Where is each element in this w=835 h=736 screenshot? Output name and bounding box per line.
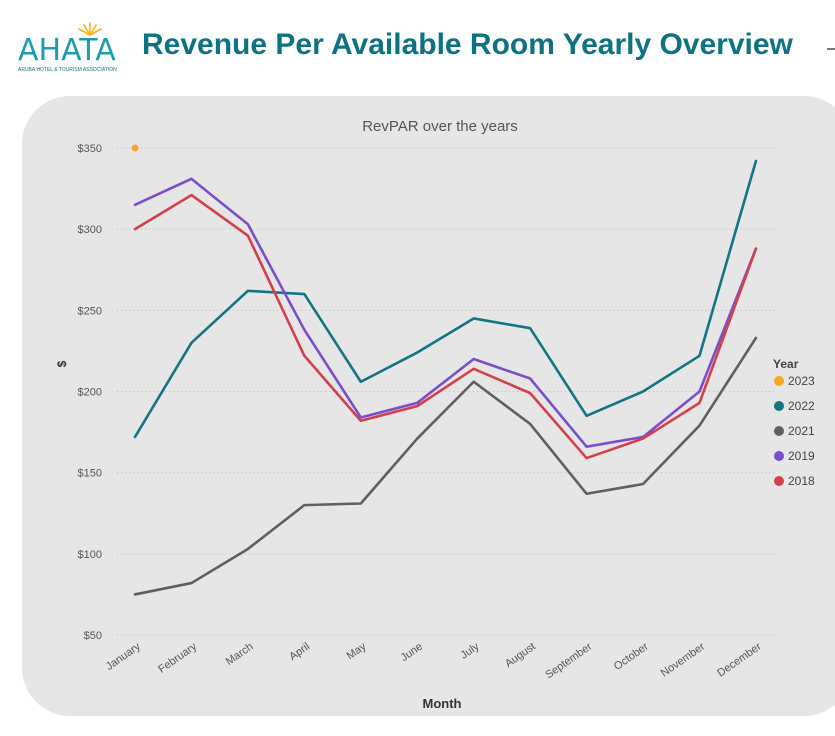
series-lines [131,144,758,596]
grid [117,147,777,636]
series-2022-line [133,159,758,439]
x-axis-label: Month [423,696,462,711]
x-tick-label: April [287,641,312,663]
y-tick-label: $350 [78,143,102,155]
x-tick-label: May [345,640,369,662]
y-tick-label: $300 [78,224,102,236]
legend-marker [774,476,784,486]
series-2018-line [133,193,758,460]
x-tick-label: September [543,640,594,681]
header: AHATA ARUBA HOTEL & TOURISM ASSOCIATION … [0,0,835,90]
y-tick-label: $50 [84,630,102,642]
y-tick-label: $100 [78,549,102,561]
revpar-line-chart: RevPAR over the years $50 $100 $150 $200 $25… [55,118,815,711]
x-axis-ticks: January February March April May June July Augu… [104,640,764,681]
legend-label: 2018 [788,474,815,488]
chart-title: RevPAR over the years [362,118,518,135]
legend-title: Year [773,357,799,371]
x-tick-label: August [503,641,538,670]
x-tick-label: January [104,640,143,673]
legend-marker [774,426,784,436]
y-axis-ticks: $50 $100 $150 $200 $250 $300 $350 [78,143,102,642]
x-tick-label: October [612,640,651,672]
logo-text: AHATA [18,33,116,68]
x-tick-label: July [459,640,482,661]
legend-label: 2023 [788,374,815,388]
chart-panel: RevPAR over the years $50 $100 $150 $200 $25… [22,96,835,716]
legend-marker [774,451,784,461]
legend-marker [774,376,784,386]
x-tick-label: June [399,641,425,665]
page-title: Revenue Per Available Room Yearly Overvi… [142,28,793,61]
series-2021-line [133,336,758,596]
legend-label: 2021 [788,424,815,438]
legend-marker [774,401,784,411]
legend-label: 2019 [788,449,815,463]
ahata-logo: AHATA ARUBA HOTEL & TOURISM ASSOCIATION [16,20,136,76]
series-2023-point [131,144,139,152]
divider [827,48,835,50]
sun-icon [78,22,102,36]
series-2019-line [133,177,758,448]
legend: Year 2023 2022 2021 2019 2018 [773,357,815,488]
x-tick-label: November [659,640,708,679]
legend-label: 2022 [788,399,815,413]
x-tick-label: December [715,640,764,679]
x-tick-label: February [156,640,199,675]
y-tick-label: $250 [78,305,102,317]
y-axis-label: $ [55,360,69,367]
y-tick-label: $150 [78,468,102,480]
y-tick-label: $200 [78,387,102,399]
x-tick-label: March [224,641,256,668]
logo-subtitle: ARUBA HOTEL & TOURISM ASSOCIATION [18,67,117,73]
